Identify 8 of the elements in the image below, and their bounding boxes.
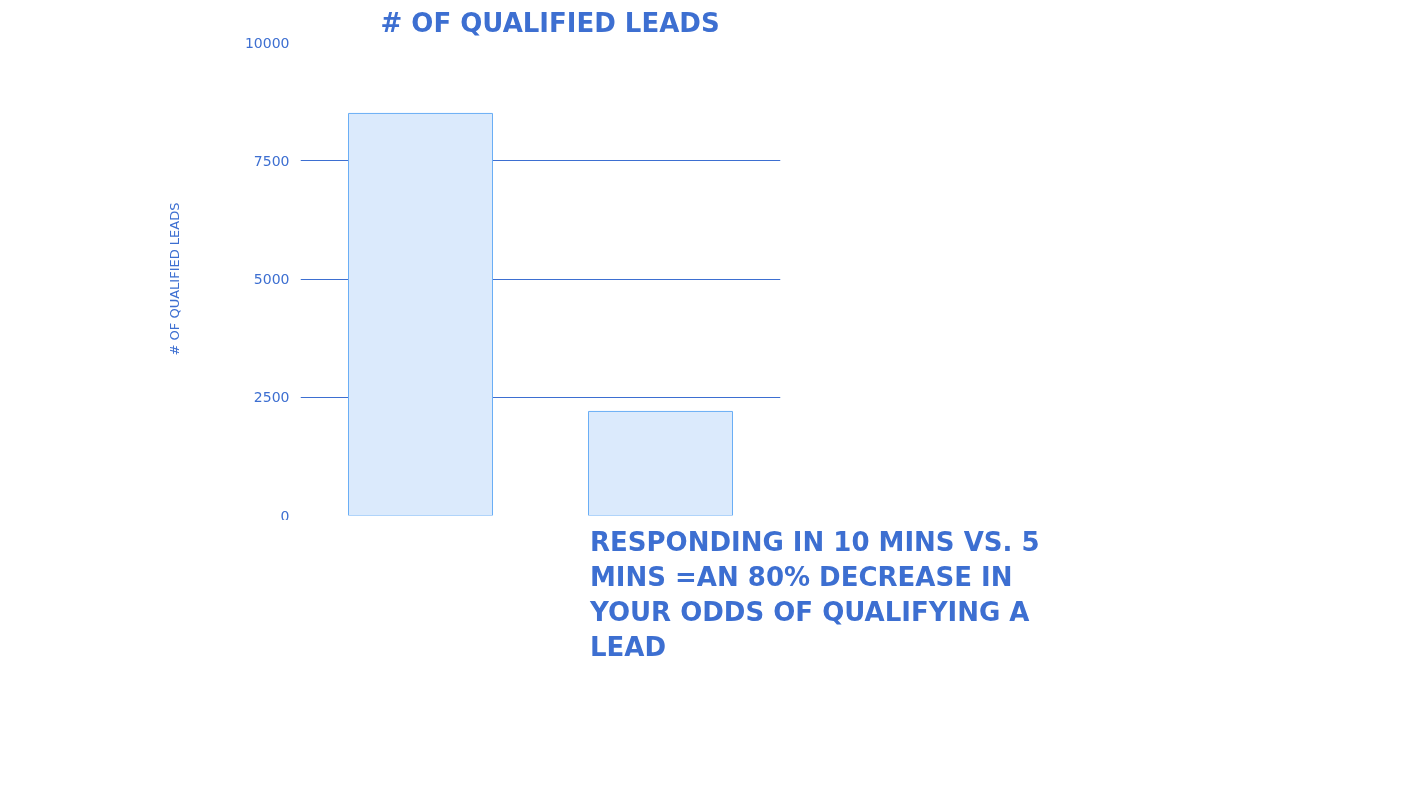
text: RESPONDING IN 10 MINS VS. 5 MINS =AN 80% DECREASE IN YOUR ODDS OF QUALIFYING A LEAD [590, 526, 1041, 665]
y-tick-label: 0 [280, 507, 290, 524]
y-axis-title: # OF QUALIFIED LEADS [166, 202, 182, 356]
chart-title: # OF QUALIFIED LEADS [380, 7, 720, 38]
y-tick-label: 7500 [253, 152, 290, 169]
y-tick-label: 10000 [244, 34, 290, 51]
y-tick-label: 2500 [253, 389, 290, 406]
y-tick-label: 5000 [253, 271, 290, 287]
